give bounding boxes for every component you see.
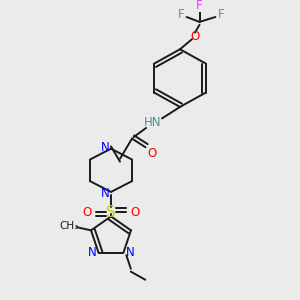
Text: S: S (106, 205, 116, 220)
Text: O: O (131, 206, 140, 219)
Text: N: N (101, 141, 110, 154)
Text: O: O (190, 30, 200, 43)
Text: O: O (82, 206, 91, 219)
Text: F: F (218, 8, 225, 21)
Text: CH₃: CH₃ (59, 221, 79, 231)
Text: F: F (196, 0, 203, 12)
Text: O: O (148, 146, 157, 160)
Text: N: N (126, 246, 134, 260)
Text: F: F (178, 8, 185, 21)
Text: HN: HN (144, 116, 162, 129)
Text: N: N (88, 246, 96, 260)
Text: N: N (101, 187, 110, 200)
